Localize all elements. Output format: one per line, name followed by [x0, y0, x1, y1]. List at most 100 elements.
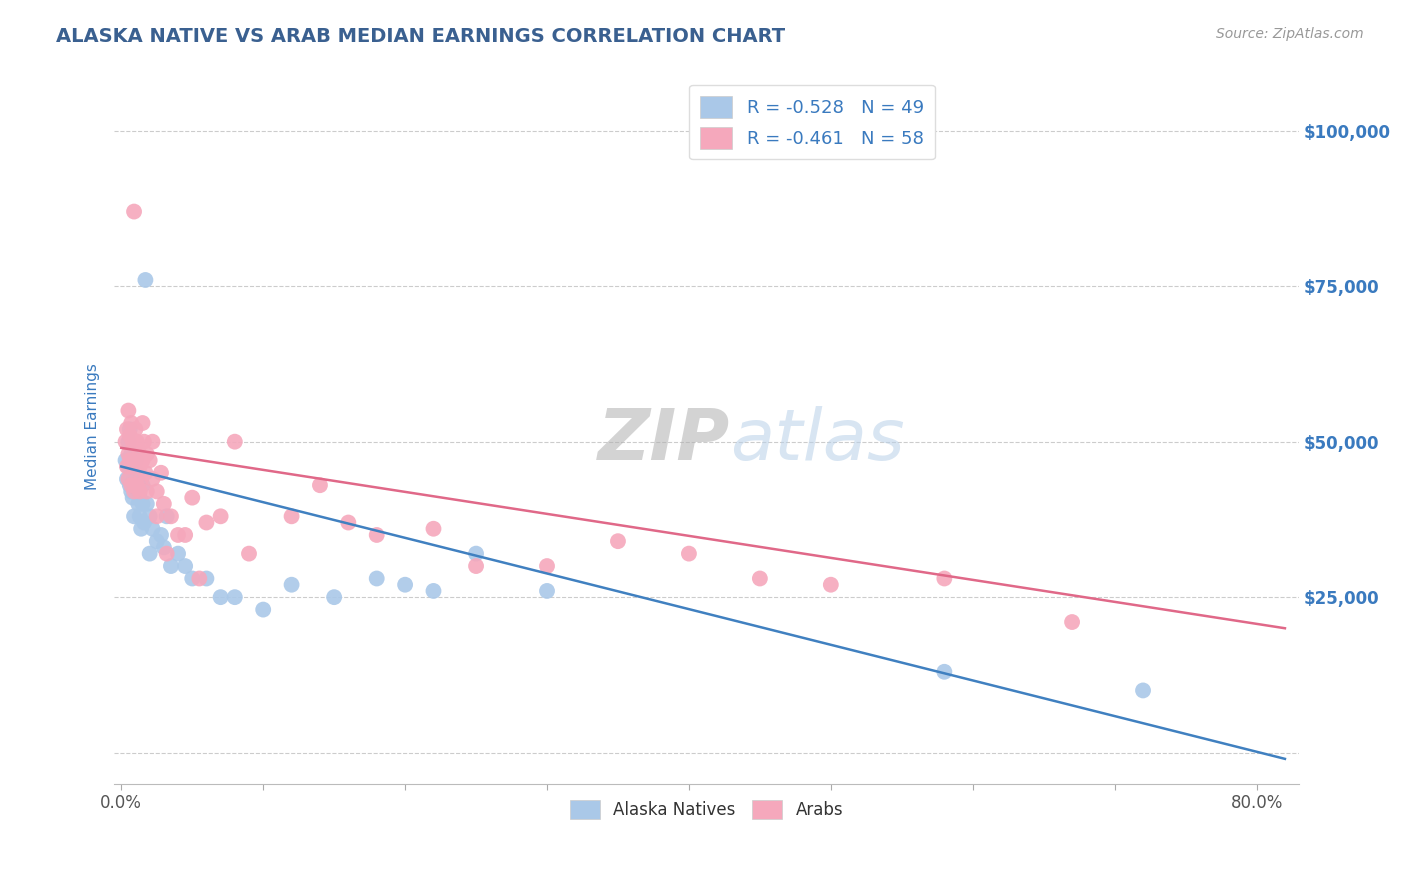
Point	[209, 509, 232, 524]
Point	[224, 434, 246, 449]
Text: ALASKA NATIVE VS ARAB MEDIAN EARNINGS CORRELATION CHART: ALASKA NATIVE VS ARAB MEDIAN EARNINGS CO…	[56, 27, 786, 45]
Point	[188, 572, 211, 586]
Point	[124, 422, 146, 436]
Point	[209, 590, 232, 604]
Point	[465, 559, 488, 574]
Point	[117, 459, 139, 474]
Point	[117, 447, 139, 461]
Point	[132, 516, 155, 530]
Text: Source: ZipAtlas.com: Source: ZipAtlas.com	[1216, 27, 1364, 41]
Point	[150, 528, 173, 542]
Point	[160, 509, 183, 524]
Point	[121, 491, 143, 505]
Point	[536, 559, 558, 574]
Point	[145, 509, 167, 524]
Point	[1132, 683, 1154, 698]
Point	[128, 491, 150, 505]
Point	[141, 522, 163, 536]
Point	[128, 459, 150, 474]
Point	[309, 478, 332, 492]
Point	[195, 572, 218, 586]
Point	[748, 572, 770, 586]
Point	[118, 422, 141, 436]
Point	[120, 484, 142, 499]
Point	[280, 578, 302, 592]
Point	[145, 484, 167, 499]
Point	[124, 453, 146, 467]
Point	[156, 547, 179, 561]
Point	[366, 572, 388, 586]
Point	[150, 466, 173, 480]
Point	[135, 484, 157, 499]
Point	[117, 472, 139, 486]
Legend: Alaska Natives, Arabs: Alaska Natives, Arabs	[564, 793, 851, 825]
Point	[135, 447, 157, 461]
Point	[678, 547, 700, 561]
Point	[128, 509, 150, 524]
Point	[181, 572, 204, 586]
Point	[131, 497, 153, 511]
Point	[156, 509, 179, 524]
Point	[181, 491, 204, 505]
Point	[118, 428, 141, 442]
Point	[118, 478, 141, 492]
Point	[122, 509, 145, 524]
Point	[127, 497, 149, 511]
Point	[117, 403, 139, 417]
Point	[153, 497, 176, 511]
Point	[131, 416, 153, 430]
Point	[174, 559, 197, 574]
Point	[174, 528, 197, 542]
Point	[145, 534, 167, 549]
Point	[138, 453, 160, 467]
Point	[280, 509, 302, 524]
Point	[132, 434, 155, 449]
Point	[122, 204, 145, 219]
Point	[934, 572, 956, 586]
Point	[128, 484, 150, 499]
Point	[422, 583, 444, 598]
Point	[127, 441, 149, 455]
Point	[125, 466, 148, 480]
Point	[121, 459, 143, 474]
Point	[122, 472, 145, 486]
Point	[120, 447, 142, 461]
Point	[127, 478, 149, 492]
Point	[124, 484, 146, 499]
Point	[138, 547, 160, 561]
Point	[125, 478, 148, 492]
Point	[224, 590, 246, 604]
Point	[138, 509, 160, 524]
Point	[820, 578, 842, 592]
Point	[114, 434, 136, 449]
Point	[125, 434, 148, 449]
Point	[115, 472, 138, 486]
Point	[160, 559, 183, 574]
Point	[120, 478, 142, 492]
Point	[366, 528, 388, 542]
Point	[252, 602, 274, 616]
Point	[131, 478, 153, 492]
Point	[323, 590, 346, 604]
Point	[118, 453, 141, 467]
Point	[607, 534, 630, 549]
Point	[141, 434, 163, 449]
Point	[337, 516, 360, 530]
Point	[115, 459, 138, 474]
Text: ZIP: ZIP	[598, 406, 730, 475]
Point	[465, 547, 488, 561]
Y-axis label: Median Earnings: Median Earnings	[86, 363, 100, 490]
Point	[129, 472, 152, 486]
Point	[124, 453, 146, 467]
Text: atlas: atlas	[730, 406, 905, 475]
Point	[238, 547, 260, 561]
Point	[141, 472, 163, 486]
Point	[122, 484, 145, 499]
Point	[167, 528, 190, 542]
Point	[131, 453, 153, 467]
Point	[114, 453, 136, 467]
Point	[394, 578, 416, 592]
Point	[536, 583, 558, 598]
Point	[120, 416, 142, 430]
Point	[117, 434, 139, 449]
